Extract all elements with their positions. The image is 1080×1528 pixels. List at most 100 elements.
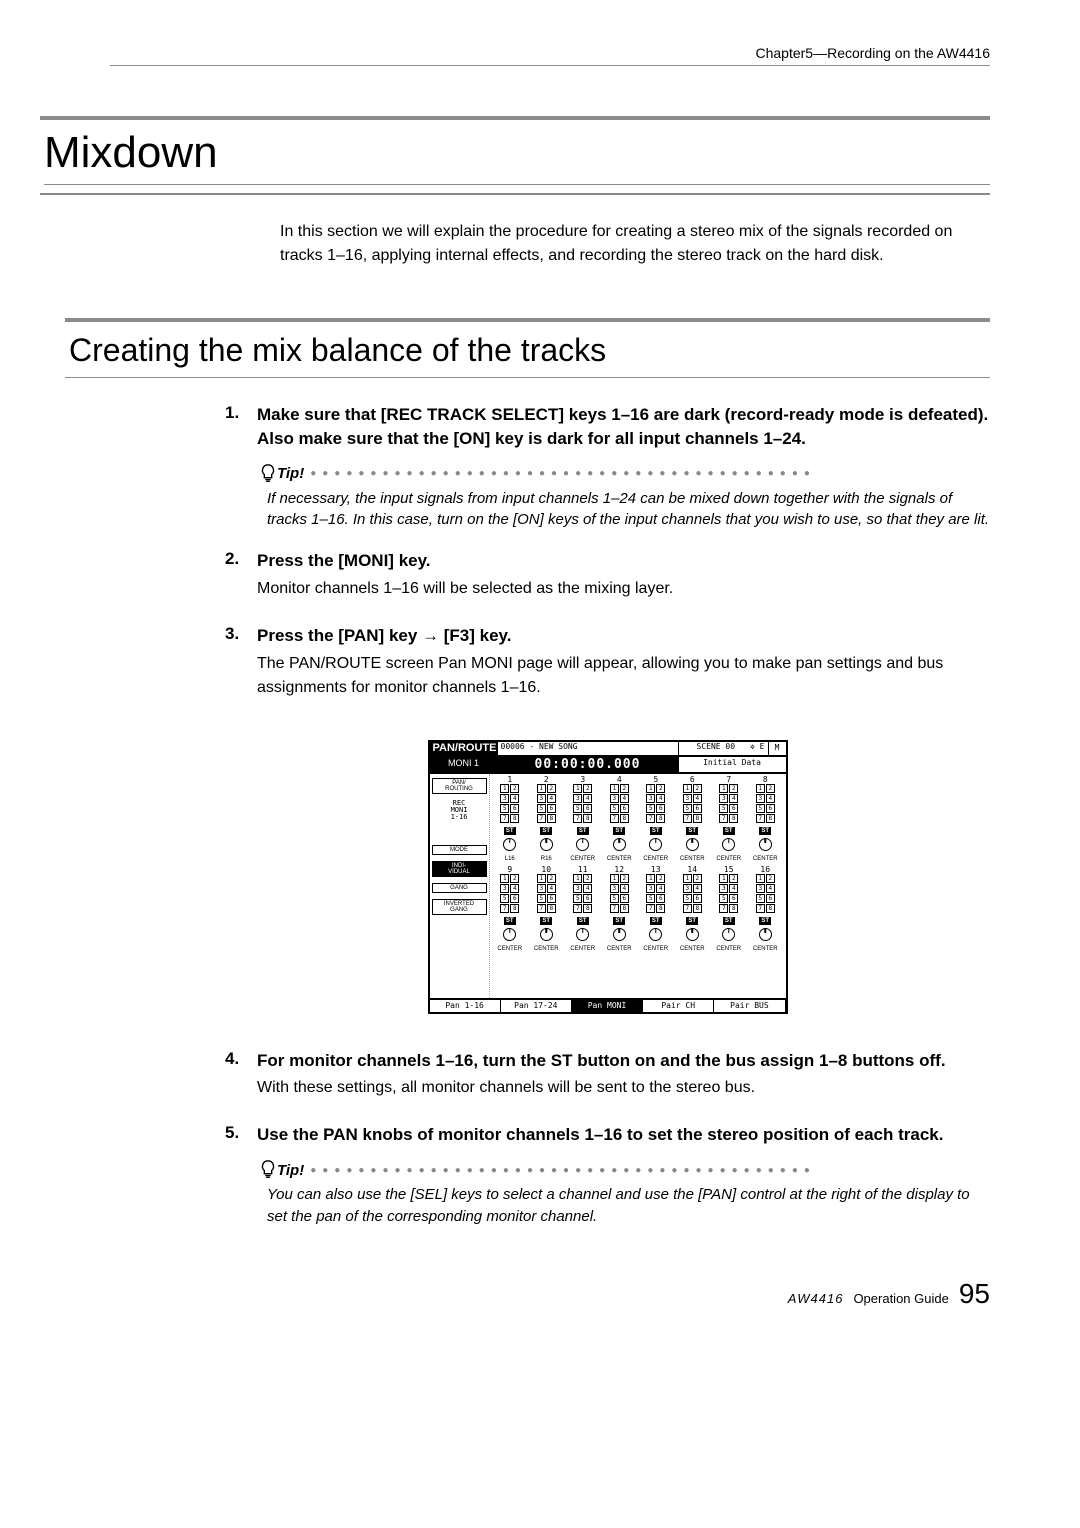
- lcd-session: 00006 - NEW SONG: [498, 742, 678, 755]
- gang-box: GANG: [432, 883, 487, 893]
- main-title-container: Mixdown: [40, 116, 990, 195]
- rec-moni-label: REC MONI 1-16: [432, 800, 487, 821]
- step-body: For monitor channels 1–16, turn the ST b…: [257, 1049, 990, 1116]
- tip-label: Tip!: [277, 1162, 304, 1179]
- tab-pan-17-24: Pan 17-24: [501, 1000, 572, 1012]
- step-number: 4.: [225, 1049, 257, 1116]
- step-title: Press the [MONI] key.: [257, 549, 990, 573]
- chapter-title: Chapter5—Recording on the AW4416: [755, 45, 990, 61]
- st-row-2: STSTSTSTSTSTSTST: [492, 916, 784, 925]
- tip-text: You can also use the [SEL] keys to selec…: [267, 1184, 990, 1228]
- step-number: 2.: [225, 549, 257, 616]
- col-head: 4: [601, 776, 638, 784]
- scene-icon: ✲ E: [750, 743, 764, 751]
- tip-header: Tip! ●●●●●●●●●●●●●●●●●●●●●●●●●●●●●●●●●●●…: [257, 1159, 990, 1181]
- page-number: 95: [959, 1278, 990, 1310]
- lcd-header: PAN/ROUTE 00006 - NEW SONG SCENE 00 ✲ E …: [430, 742, 786, 757]
- lcd-screenshot: PAN/ROUTE 00006 - NEW SONG SCENE 00 ✲ E …: [225, 740, 990, 1014]
- footer-guide-label: Operation Guide: [853, 1291, 948, 1306]
- col-head: 14: [674, 866, 711, 874]
- lcd-sidebar: PAN/ ROUTING REC MONI 1-16 MODE INDI- VI…: [430, 774, 490, 998]
- col-head: 10: [528, 866, 565, 874]
- lightbulb-icon: [257, 1159, 279, 1181]
- pan-routing-box: PAN/ ROUTING: [432, 778, 487, 794]
- tip-1: Tip! ●●●●●●●●●●●●●●●●●●●●●●●●●●●●●●●●●●●…: [257, 463, 990, 532]
- tip-dots: ●●●●●●●●●●●●●●●●●●●●●●●●●●●●●●●●●●●●●●●●…: [310, 468, 990, 479]
- step-1: 1. Make sure that [REC TRACK SELECT] key…: [225, 403, 990, 455]
- lcd-timecode: 00:00:00.000: [498, 757, 678, 772]
- step-number: 1.: [225, 403, 257, 455]
- step-number: 5.: [225, 1123, 257, 1151]
- col-head: 15: [711, 866, 748, 874]
- chapter-header: Chapter5—Recording on the AW4416: [110, 45, 990, 66]
- st-row-1: STSTSTSTSTSTSTST: [492, 826, 784, 835]
- col-head: 16: [747, 866, 784, 874]
- inverted-box: INVERTED GANG: [432, 899, 487, 915]
- section-title: Creating the mix balance of the tracks: [65, 318, 990, 378]
- main-title: Mixdown: [44, 128, 990, 185]
- grid-header-top: 1 2 3 4 5 6 7 8: [492, 776, 784, 784]
- step-desc: With these settings, all monitor channel…: [257, 1076, 990, 1100]
- col-head: 11: [565, 866, 602, 874]
- intro-paragraph: In this section we will explain the proc…: [280, 220, 990, 268]
- lcd-initial: Initial Data: [678, 757, 786, 772]
- center-row-1: L16R16CENTERCENTERCENTERCENTERCENTERCENT…: [492, 856, 784, 862]
- tab-pan-moni: Pan MONI: [572, 1000, 643, 1012]
- col-head: 1: [492, 776, 529, 784]
- bus-grid-2: 1212121212121212343434343434343456565656…: [492, 874, 784, 913]
- tip-dots: ●●●●●●●●●●●●●●●●●●●●●●●●●●●●●●●●●●●●●●●●…: [310, 1165, 990, 1176]
- step-3: 3. Press the [PAN] key → [F3] key. The P…: [225, 624, 990, 715]
- step-desc: The PAN/ROUTE screen Pan MONI page will …: [257, 652, 990, 700]
- step-body: Press the [PAN] key → [F3] key. The PAN/…: [257, 624, 990, 715]
- lcd-grid: 1 2 3 4 5 6 7 8 121212121212121234343434…: [490, 774, 786, 998]
- mode-box: MODE: [432, 845, 487, 855]
- col-head: 6: [674, 776, 711, 784]
- step-5: 5. Use the PAN knobs of monitor channels…: [225, 1123, 990, 1151]
- page-footer: AW4416 Operation Guide 95: [110, 1278, 990, 1310]
- tip-2: Tip! ●●●●●●●●●●●●●●●●●●●●●●●●●●●●●●●●●●●…: [257, 1159, 990, 1228]
- tab-pair-ch: Pair CH: [643, 1000, 714, 1012]
- step-2: 2. Press the [MONI] key. Monitor channel…: [225, 549, 990, 616]
- step-body: Press the [MONI] key. Monitor channels 1…: [257, 549, 990, 616]
- step-desc: Monitor channels 1–16 will be selected a…: [257, 577, 990, 601]
- step-title: For monitor channels 1–16, turn the ST b…: [257, 1049, 990, 1073]
- tip-header: Tip! ●●●●●●●●●●●●●●●●●●●●●●●●●●●●●●●●●●●…: [257, 463, 990, 485]
- step-title: Press the [PAN] key → [F3] key.: [257, 624, 990, 648]
- col-head: 2: [528, 776, 565, 784]
- grid-header-bot: 9 10 11 12 13 14 15 16: [492, 866, 784, 874]
- indi-box: INDI- VIDUAL: [432, 861, 487, 877]
- bus-grid-1: 1212121212121212343434343434343456565656…: [492, 784, 784, 823]
- m-icon: M: [768, 742, 786, 755]
- col-head: 3: [565, 776, 602, 784]
- lightbulb-icon: [257, 463, 279, 485]
- lcd-scene: SCENE 00 ✲ E: [678, 742, 768, 755]
- tab-pair-bus: Pair BUS: [714, 1000, 785, 1012]
- content-area: 1. Make sure that [REC TRACK SELECT] key…: [225, 403, 990, 1228]
- col-head: 9: [492, 866, 529, 874]
- step-number: 3.: [225, 624, 257, 715]
- col-head: 7: [711, 776, 748, 784]
- col-head: 5: [638, 776, 675, 784]
- col-head: 8: [747, 776, 784, 784]
- knob-row-1: [492, 838, 784, 853]
- lcd-tabs: Pan 1-16 Pan 17-24 Pan MONI Pair CH Pair…: [430, 998, 786, 1012]
- step-4: 4. For monitor channels 1–16, turn the S…: [225, 1049, 990, 1116]
- step-body: Make sure that [REC TRACK SELECT] keys 1…: [257, 403, 990, 455]
- step-body: Use the PAN knobs of monitor channels 1–…: [257, 1123, 990, 1151]
- lcd-screen-name: PAN/ROUTE: [430, 742, 498, 755]
- tip-label: Tip!: [277, 465, 304, 482]
- tab-pan-1-16: Pan 1-16: [430, 1000, 501, 1012]
- footer-logo: AW4416: [788, 1291, 844, 1306]
- lcd-screen: PAN/ROUTE 00006 - NEW SONG SCENE 00 ✲ E …: [428, 740, 788, 1014]
- step-title: Use the PAN knobs of monitor channels 1–…: [257, 1123, 990, 1147]
- scene-label: SCENE 00: [697, 742, 736, 751]
- lcd-subheader: MONI 1 00:00:00.000 Initial Data: [430, 757, 786, 774]
- step-title: Make sure that [REC TRACK SELECT] keys 1…: [257, 403, 990, 451]
- col-head: 12: [601, 866, 638, 874]
- lcd-body: PAN/ ROUTING REC MONI 1-16 MODE INDI- VI…: [430, 774, 786, 998]
- lcd-sublabel: MONI 1: [430, 757, 498, 772]
- col-head: 13: [638, 866, 675, 874]
- knob-row-2: [492, 928, 784, 943]
- tip-text: If necessary, the input signals from inp…: [267, 488, 990, 532]
- center-row-2: CENTERCENTERCENTERCENTERCENTERCENTERCENT…: [492, 946, 784, 952]
